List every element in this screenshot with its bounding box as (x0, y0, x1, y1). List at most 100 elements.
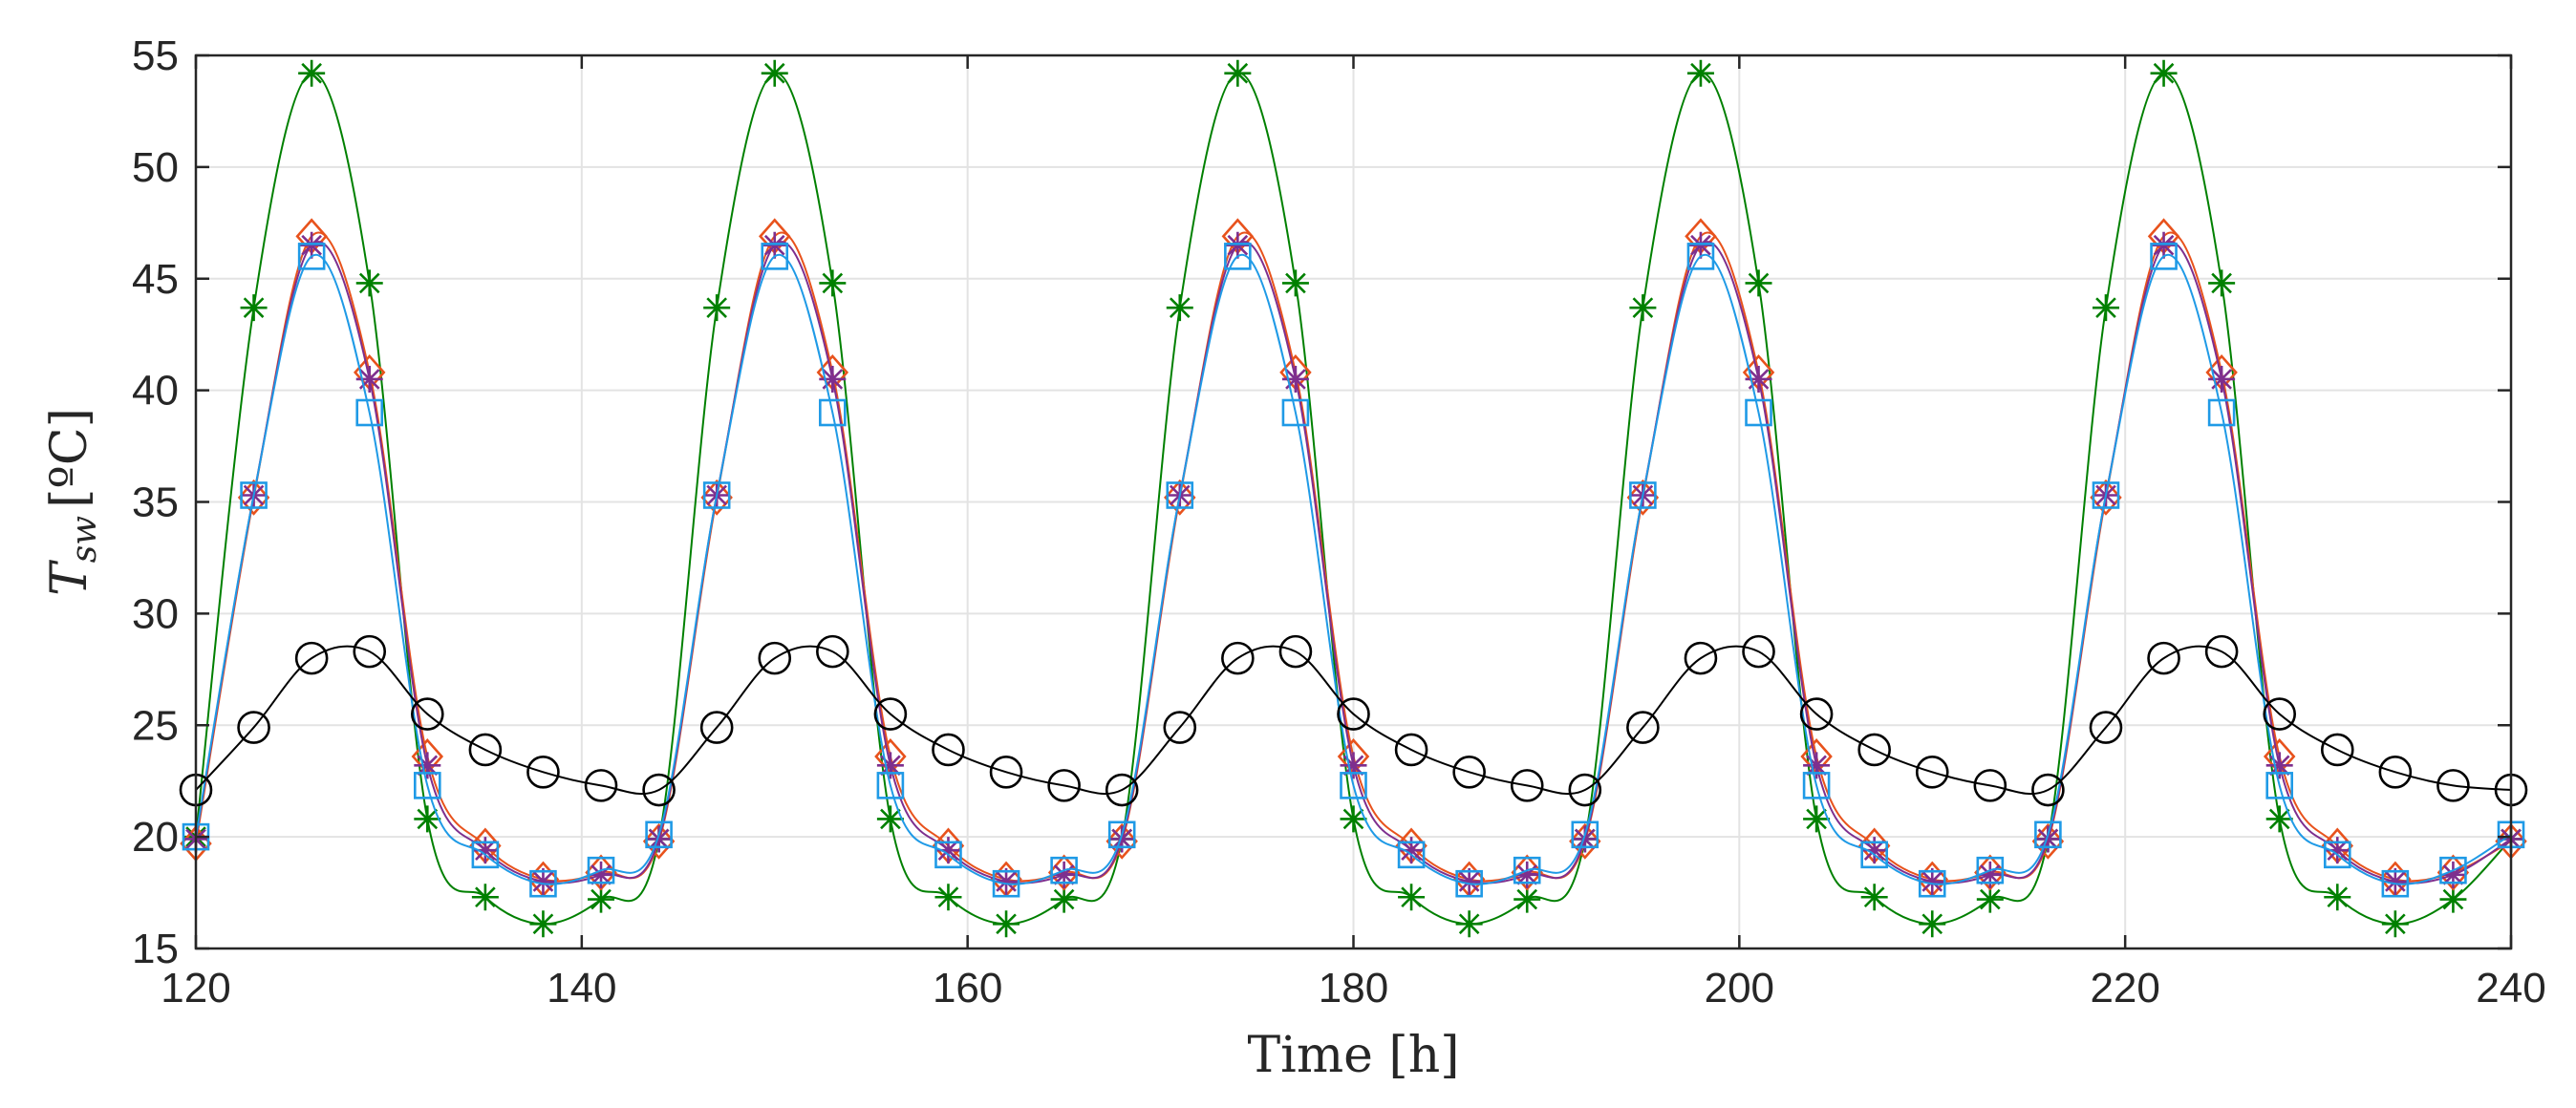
x-axis-label: Time [h] (1248, 1027, 1460, 1084)
circle-marker (584, 769, 618, 802)
star-marker (2381, 867, 2409, 895)
star-marker (2439, 861, 2467, 888)
star-marker (1686, 231, 1714, 259)
square-marker (1513, 856, 1541, 884)
y-tick-label: 15 (132, 926, 179, 972)
circle-marker (2436, 769, 2470, 802)
star-marker (2150, 231, 2178, 259)
diamond-marker (1511, 854, 1543, 891)
asterisk-marker (414, 805, 441, 833)
asterisk-marker (993, 910, 1020, 938)
circle-marker (758, 641, 792, 675)
circle-marker (2147, 641, 2180, 675)
asterisk-marker (761, 59, 788, 87)
x-tick-label: 240 (2476, 965, 2545, 1012)
series-black-circle (179, 634, 2528, 807)
asterisk-marker (703, 294, 731, 322)
asterisk-marker (240, 294, 268, 322)
diamond-marker (1974, 854, 2007, 891)
square-marker (2092, 481, 2120, 509)
series-group (179, 59, 2528, 938)
circle-marker (1047, 769, 1081, 802)
circle-marker (468, 733, 503, 767)
square-marker (2439, 856, 2467, 884)
star-marker (1224, 231, 1252, 259)
square-marker (1340, 772, 1367, 799)
star-marker (298, 231, 326, 259)
asterisk-marker (1513, 885, 1541, 913)
asterisk-marker (2208, 269, 2236, 297)
asterisk-marker (2092, 294, 2119, 322)
x-tick-label: 180 (1319, 965, 1388, 1012)
star-marker (2324, 837, 2351, 864)
square-marker (2323, 841, 2351, 869)
y-axis-label-symbol: T (41, 560, 98, 596)
square-marker (702, 481, 731, 509)
asterisk-marker (2381, 910, 2409, 938)
diamond-marker (642, 822, 676, 860)
star-marker (529, 867, 557, 895)
diamond-marker (237, 479, 270, 516)
circle-marker (1510, 769, 1544, 802)
asterisk-marker (1919, 910, 1946, 938)
asterisk-marker (2265, 805, 2293, 833)
asterisk-marker (876, 805, 904, 833)
circle-marker (1973, 769, 2007, 802)
asterisk-marker (1745, 269, 1772, 297)
asterisk-marker (1166, 294, 1193, 322)
square-marker (413, 772, 441, 799)
asterisk-marker (1686, 59, 1714, 87)
circle-marker (2204, 634, 2239, 669)
asterisk-marker (819, 269, 847, 297)
circle-marker (1684, 641, 1718, 675)
star-marker (414, 752, 441, 779)
diamond-marker (2031, 822, 2065, 860)
circle-marker (294, 641, 329, 675)
star-marker (819, 365, 847, 393)
square-marker (2381, 869, 2410, 898)
y-tick-label: 40 (132, 368, 179, 415)
y-axis-label-subscript: sw (65, 516, 104, 563)
circle-marker (1799, 697, 1834, 731)
y-axis-label-unit: [ºC] (41, 408, 98, 508)
circle-marker (2320, 733, 2354, 767)
asterisk-marker (529, 910, 557, 938)
asterisk-marker (2324, 884, 2351, 911)
star-marker (876, 752, 904, 779)
square-marker (2265, 772, 2293, 799)
square-marker (1571, 820, 1599, 849)
y-tick-label: 50 (132, 144, 179, 191)
star-marker (1281, 365, 1309, 393)
circle-marker (353, 634, 387, 669)
square-marker (1455, 869, 1483, 898)
square-marker (645, 820, 673, 849)
star-marker (1919, 867, 1946, 895)
square-marker (1918, 869, 1946, 898)
star-marker (1108, 825, 1136, 853)
square-marker (1860, 841, 1888, 869)
series-line-black-circle (195, 645, 2512, 796)
y-tick-label: 45 (132, 256, 179, 303)
circle-marker (2031, 773, 2065, 807)
square-marker (1107, 820, 1136, 849)
star-marker (1455, 867, 1483, 895)
x-tick-label: 140 (547, 965, 616, 1012)
circle-marker (1452, 756, 1486, 789)
circle-marker (642, 773, 676, 807)
y-axis-label: Tsw [ºC] (41, 408, 104, 596)
star-marker (1976, 861, 2004, 888)
star-marker (761, 231, 788, 259)
star-marker (355, 365, 383, 393)
star-marker (1398, 837, 1426, 864)
circle-marker (410, 697, 444, 731)
asterisk-marker (1050, 885, 1078, 913)
square-marker (2207, 398, 2236, 427)
star-marker (1050, 861, 1078, 888)
star-marker (588, 861, 615, 888)
circle-marker (1857, 733, 1891, 767)
diamond-marker (2090, 479, 2122, 516)
asterisk-marker (471, 884, 499, 911)
circle-marker (932, 733, 965, 767)
x-tick-label: 160 (933, 965, 1002, 1012)
circle-marker (989, 756, 1023, 789)
